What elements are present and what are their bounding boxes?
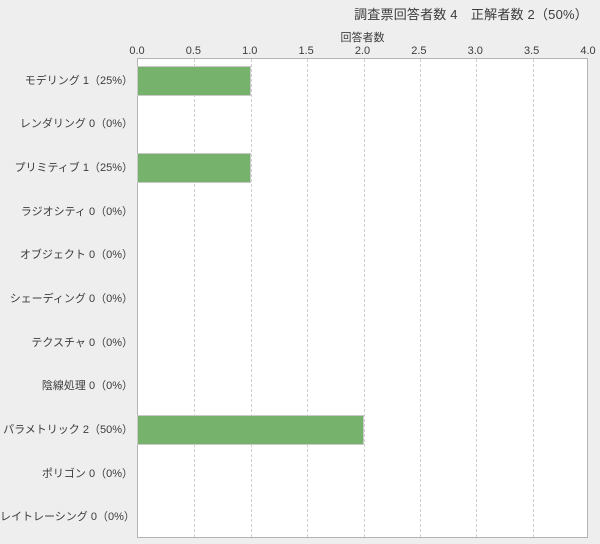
x-tick-label: 4.0 bbox=[580, 45, 596, 57]
bar-row bbox=[137, 147, 587, 189]
bar-row bbox=[138, 365, 587, 407]
x-tick-label: 2.0 bbox=[354, 45, 371, 57]
y-category-label: シェーディング 0（0%） bbox=[9, 293, 133, 305]
bar-row bbox=[138, 278, 587, 320]
bar-row bbox=[137, 409, 587, 451]
y-category-label: プリミティブ 1（25%） bbox=[14, 162, 133, 175]
y-category-label: ラジオシティ 0（0%） bbox=[20, 205, 133, 218]
y-category-label: オブジェクト 0（0%） bbox=[19, 249, 133, 262]
x-tick-label: 0.0 bbox=[129, 45, 145, 57]
y-category-label: テクスチャ 0（0%） bbox=[31, 336, 133, 349]
bar-row bbox=[138, 103, 587, 145]
bar-row bbox=[138, 322, 587, 364]
bar[interactable] bbox=[137, 65, 251, 96]
x-tick-label: 3.5 bbox=[523, 45, 540, 57]
bar-row bbox=[138, 191, 587, 233]
gridline bbox=[588, 59, 589, 537]
survey-summary-title: 調査票回答者数 4 正解者数 2（50%） bbox=[354, 7, 588, 22]
x-tick-label: 1.0 bbox=[242, 45, 258, 57]
x-tick-label: 1.5 bbox=[298, 45, 314, 57]
plot-area bbox=[137, 58, 588, 538]
bar-row bbox=[137, 60, 587, 102]
y-axis-category-labels: モデリング 1（25%） レンダリング 0（0%） プリミティブ 1（25%） ラジオ… bbox=[0, 58, 135, 538]
y-category-label: モデリング 1（25%） bbox=[24, 74, 133, 87]
y-category-label: レイトレーシング 0（0%） bbox=[0, 511, 135, 524]
y-category-label: ポリゴン 0（0%） bbox=[41, 467, 133, 480]
x-tick-label: 2.5 bbox=[411, 45, 427, 57]
bar-row bbox=[138, 453, 587, 495]
y-category-label: パラメトリック 2（50%） bbox=[3, 423, 133, 436]
bar-row bbox=[138, 234, 587, 276]
bar-series bbox=[137, 59, 587, 538]
y-category-label: レンダリング 0（0%） bbox=[19, 118, 133, 131]
bar-row bbox=[138, 496, 587, 538]
x-tick-label: 0.5 bbox=[185, 45, 202, 57]
bar[interactable] bbox=[137, 414, 364, 445]
x-tick-label: 3.0 bbox=[467, 45, 483, 57]
x-axis-tick-labels: 0.0 0.5 1.0 1.5 2.0 2.5 3.0 3.5 4.0 bbox=[129, 45, 595, 57]
bar[interactable] bbox=[137, 153, 251, 184]
x-axis-title: 回答者数 bbox=[340, 32, 385, 44]
y-category-label: 陰線処理 0（0%） bbox=[41, 380, 133, 393]
